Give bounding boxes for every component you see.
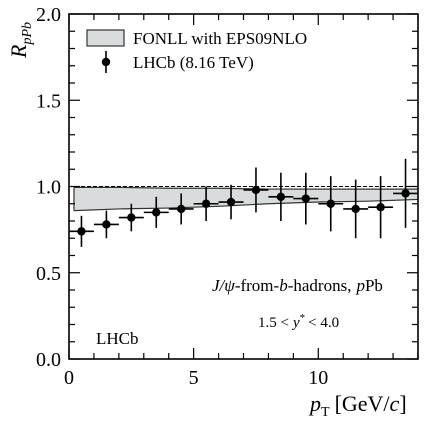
x-axis-title-unit-c: c [390,391,400,416]
fonll-band-lower-edge [73,198,419,212]
y-tick-label: 1.5 [36,90,61,112]
data-point [69,215,94,247]
process-suffix: -hadrons, [288,276,352,295]
y-axis-title-main: R [6,44,31,59]
data-point-marker [401,189,410,198]
process-prefix: J/ψ [212,276,235,295]
data-point-marker [77,227,86,236]
x-axis-title-sub: T [321,405,330,420]
y-tick-label: 0.0 [36,349,61,371]
process-b: b [279,276,288,295]
x-tick-label: 0 [64,367,74,389]
y-axis-title-sub: pPb [20,22,35,46]
data-point [243,167,269,213]
data-point-marker [326,199,335,208]
data-point-marker [127,213,136,222]
data-point [268,172,294,221]
x-axis-title-unit: [GeV/ [335,391,391,416]
data-point-marker [376,203,385,212]
data-point-marker [301,194,311,203]
process-p: p [355,276,365,295]
rapidity-star: * [300,312,306,324]
x-axis-title-unit-end: ] [399,391,406,416]
data-point-marker [351,204,360,214]
fonll-band-fill [73,187,418,211]
data-point [193,186,219,221]
x-axis-title: pT [GeV/c] [308,391,407,420]
y-axis-title: RpPb [6,22,35,59]
y-tick-label: 0.5 [36,263,61,285]
data-point-marker [152,208,161,217]
data-point [318,176,344,232]
data-point [168,193,194,225]
y-tick-label: 1.0 [36,177,61,199]
data-point-marker [251,185,261,195]
legend-band-label: FONLL with EPS09NLO [133,29,307,48]
data-point [218,184,244,220]
data-point-marker [276,192,286,202]
legend: FONLL with EPS09NLO LHCb (8.16 TeV) [86,29,307,73]
x-tick-label: 5 [189,367,199,389]
rapidity-lo: 1.5 < [258,315,289,331]
legend-point-marker [101,57,111,67]
fonll-band-layer [73,186,419,212]
legend-band-swatch [86,29,125,47]
data-point [293,172,319,225]
data-points-layer [69,158,418,247]
data-point [343,179,369,239]
data-point-marker [102,220,111,229]
data-point [368,176,394,239]
data-point-marker [226,197,236,207]
process-annotation: J/ψ-from-b-hadrons, pPb [212,276,383,295]
x-axis-title-main: p [308,391,321,416]
data-point [118,203,144,232]
x-tick-label: 10 [308,367,328,389]
experiment-label: LHCb [96,329,139,348]
fonll-band-upper-edge [73,186,418,190]
data-point [93,210,119,239]
legend-point-label: LHCb (8.16 TeV) [133,53,254,72]
y-tick-label: 2.0 [36,4,61,26]
process-mid: -from- [235,276,280,295]
rapidity-annotation: 1.5 < y* < 4.0 [258,312,339,331]
data-point [143,196,169,228]
rapidity-hi: < 4.0 [308,315,339,331]
axes-layer: 0 5 10 0.0 0.5 1.0 1.5 2.0 [36,4,419,389]
rapidity-var: y [291,315,300,331]
data-point-marker [201,199,211,208]
process-pb: Pb [365,276,383,295]
data-point [393,158,418,228]
data-point-marker [176,204,186,214]
